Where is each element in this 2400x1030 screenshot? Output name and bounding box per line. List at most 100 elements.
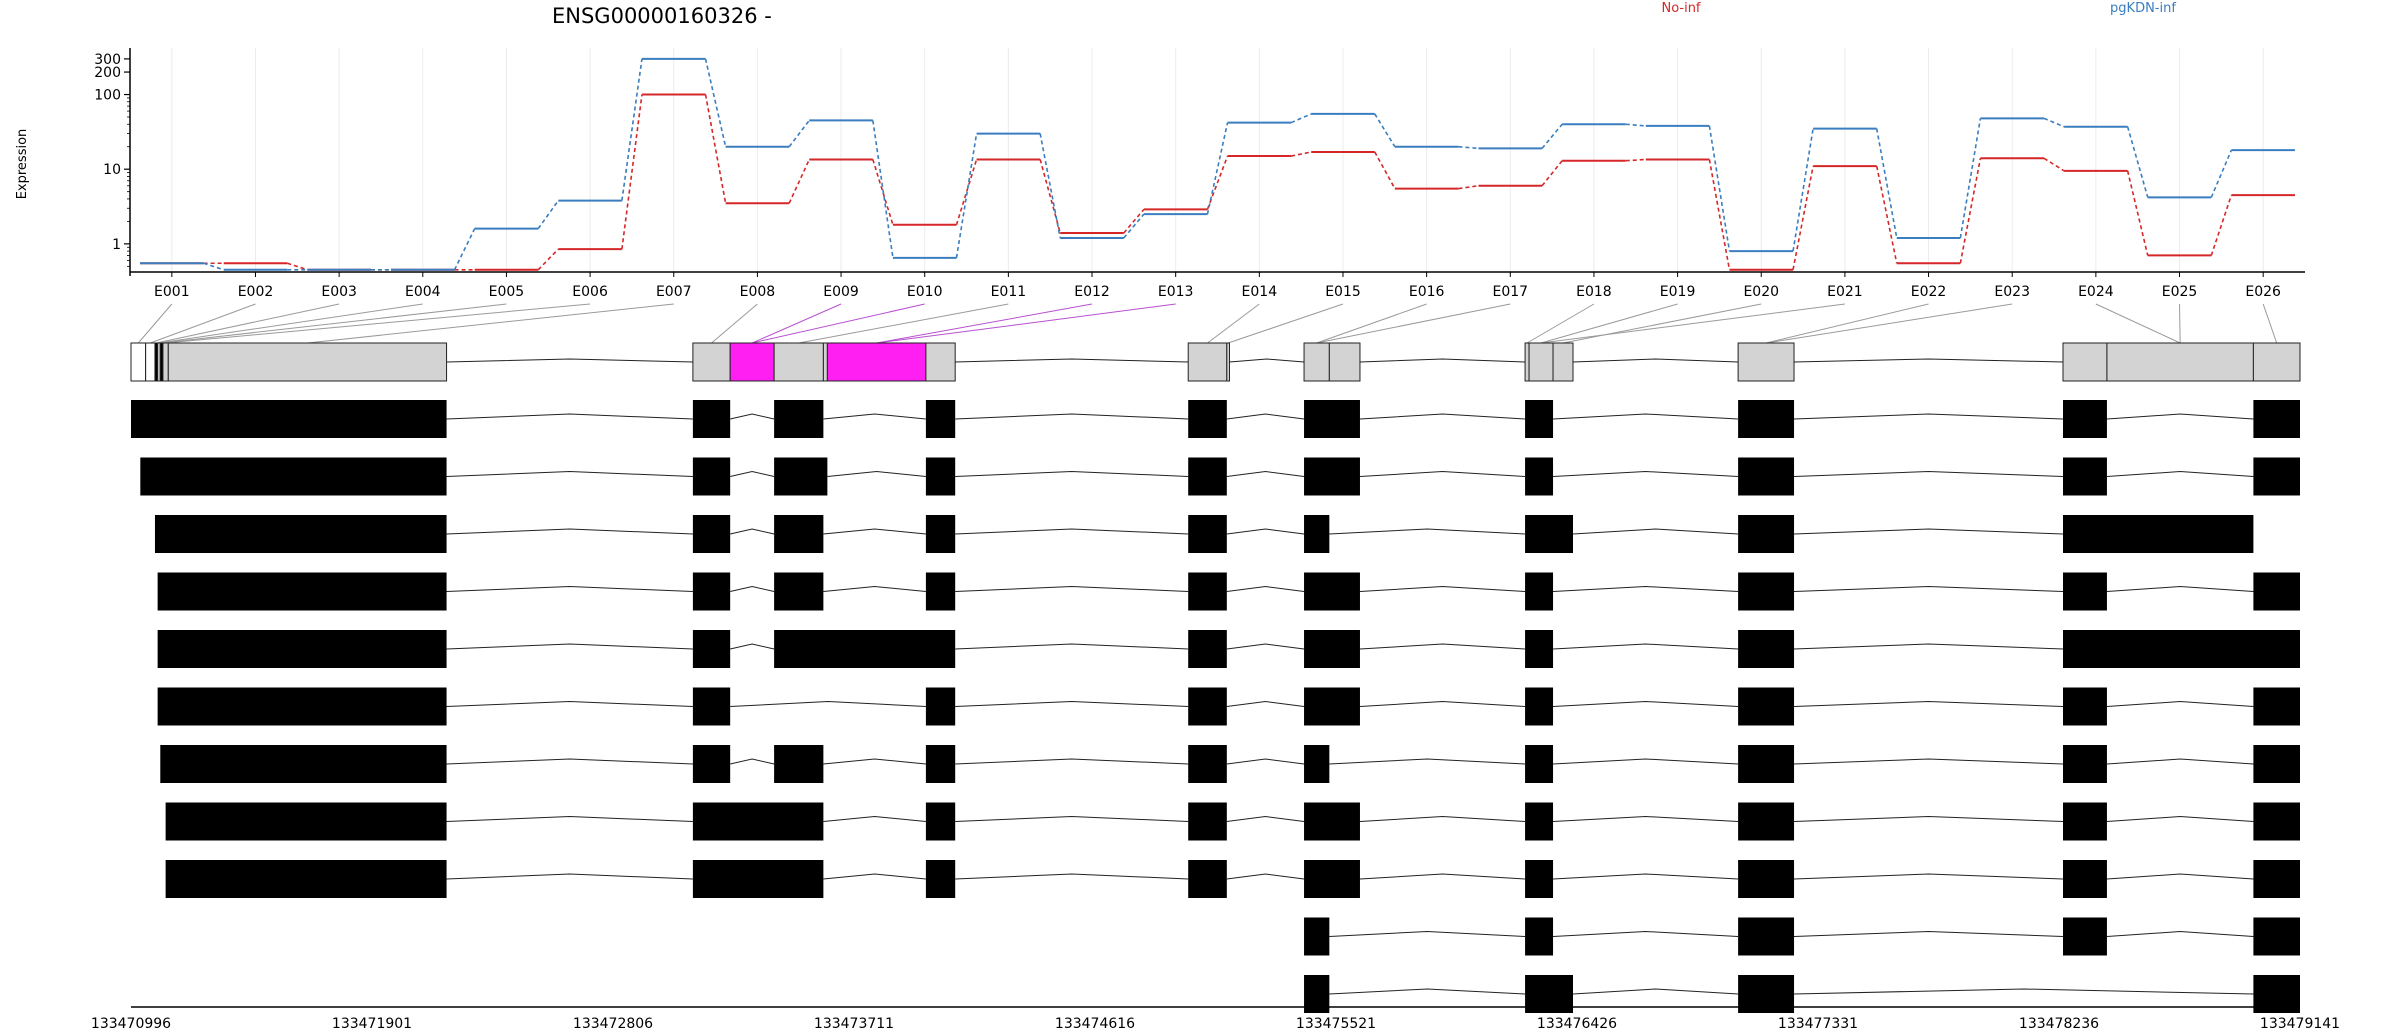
transcript-exon (692, 802, 824, 841)
series-connector-no-inf (1458, 184, 1479, 190)
transcript-exon (2062, 400, 2107, 438)
x-tick-label-e013: E013 (1158, 284, 1194, 300)
exon-map-e012 (826, 342, 927, 382)
series-connector-no-inf (1541, 160, 1563, 187)
transcript-exon (925, 572, 956, 611)
transcript-exon (925, 745, 956, 783)
series-connector-pgkdn-inf (1206, 122, 1229, 215)
exon-map-layer (130, 342, 2301, 382)
exon-map-e011 (822, 342, 828, 382)
transcript-intron-line (446, 643, 2064, 650)
genomic-tick-label-133470996: 133470996 (91, 1016, 171, 1030)
exon-map-e015 (1226, 342, 1230, 382)
transcript-intron-line (446, 873, 2254, 880)
genomic-tick-label-133471901: 133471901 (332, 1016, 412, 1030)
series-connector-no-inf (704, 94, 727, 204)
transcript-exon (2062, 687, 2107, 726)
x-tick-label-e008: E008 (740, 284, 776, 300)
series-connector-pgkdn-inf (1875, 128, 1898, 239)
transcript-exon (1188, 630, 1227, 668)
transcript-exon (1738, 630, 1795, 668)
transcript-exon (774, 400, 824, 438)
transcript-exon (154, 515, 447, 553)
chart-title: ENSG00000160326 - (552, 4, 772, 28)
exon-map-e008 (692, 342, 731, 382)
series-connector-no-inf (2210, 194, 2233, 256)
x-tick-label-e025: E025 (2162, 284, 2198, 300)
x-tick-label-e004: E004 (405, 284, 441, 300)
label-link-e007 (307, 303, 674, 344)
transcript-exon (692, 687, 731, 726)
label-link-e023 (1765, 303, 2013, 344)
series-connector-no-inf (2043, 157, 2065, 172)
exon-map-e017 (1328, 342, 1361, 382)
transcript-exon (1525, 457, 1554, 496)
transcript-exon (2062, 860, 2107, 898)
transcript-intron-line (446, 758, 2254, 765)
series-connector-no-inf (1206, 155, 1229, 210)
y-tick-label-300: 300 (94, 52, 121, 68)
transcript-exon (140, 457, 447, 496)
label-link-e015 (1227, 303, 1344, 344)
y-tick-label-200: 200 (94, 65, 121, 81)
x-tick-label-e011: E011 (991, 284, 1027, 300)
series-connector-pgkdn-inf (621, 58, 643, 201)
x-tick-label-e017: E017 (1492, 284, 1528, 300)
series-connector-pgkdn-inf (955, 133, 978, 258)
transcript-exon (157, 687, 447, 726)
series-connector-pgkdn-inf (1458, 145, 1479, 150)
exon-map-intron-line (446, 358, 2064, 363)
x-tick-label-e001: E001 (154, 284, 190, 300)
transcript-exon (1304, 630, 1360, 668)
transcript-exon (131, 400, 447, 438)
transcript-3 (154, 515, 2254, 553)
series-connector-no-inf (1374, 151, 1396, 189)
transcript-9 (165, 860, 2300, 898)
exon-map-e020 (1552, 342, 1574, 382)
transcript-exon (2253, 457, 2300, 496)
transcript-1 (131, 400, 2300, 438)
label-link-e005 (161, 303, 507, 344)
series-connector-pgkdn-inf (2126, 126, 2149, 198)
label-link-e020 (1562, 303, 1762, 344)
transcript-exon (925, 687, 956, 726)
transcript-exon (2253, 572, 2300, 611)
exon-map-e024 (2252, 342, 2301, 382)
series-connector-no-inf (955, 159, 978, 226)
label-link-e016 (1316, 303, 1427, 344)
genomic-tick-label-133479141: 133479141 (2260, 1016, 2340, 1030)
series-connector-no-inf (1875, 165, 1898, 264)
transcript-intron-line (446, 528, 2064, 535)
transcript-exon (165, 860, 447, 898)
transcript-exon (692, 515, 731, 553)
transcript-exon (1738, 917, 1795, 956)
transcript-exon (1304, 400, 1360, 438)
legend-label-no-inf: No-inf (1661, 1, 1700, 16)
transcript-exon (160, 745, 447, 783)
transcript-exon (925, 802, 956, 841)
transcript-exon (692, 860, 824, 898)
x-tick-label-e022: E022 (1911, 284, 1947, 300)
transcript-exon (692, 572, 731, 611)
series-connector-pgkdn-inf (537, 200, 559, 230)
genomic-tick-label-133474616: 133474616 (1055, 1016, 1135, 1030)
transcript-exon (157, 572, 447, 611)
exon-map-e009 (729, 342, 775, 382)
transcript-exon (2062, 917, 2107, 956)
exon-map-e022 (2062, 342, 2108, 382)
x-tick-label-e016: E016 (1409, 284, 1445, 300)
transcript-2 (140, 457, 2300, 496)
series-connector-no-inf (2126, 170, 2149, 256)
transcript-8 (165, 802, 2300, 841)
transcript-intron-line (446, 413, 2254, 420)
label-link-e012 (876, 303, 1093, 344)
transcript-exon (774, 745, 824, 783)
y-tick-label-10: 10 (103, 162, 121, 178)
series-connector-no-inf (872, 159, 894, 226)
transcript-5 (157, 630, 2300, 668)
series-connector-pgkdn-inf (788, 119, 810, 148)
series-connector-pgkdn-inf (203, 262, 224, 271)
transcript-exon (1188, 687, 1227, 726)
label-link-e011 (798, 303, 1009, 344)
